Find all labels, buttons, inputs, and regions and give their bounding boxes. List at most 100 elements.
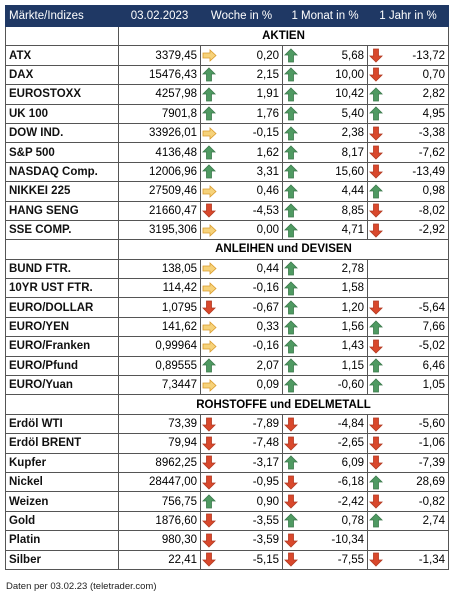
arrow-shape <box>202 87 217 102</box>
arrow-shape <box>369 203 384 218</box>
week-change: -0,15 <box>218 122 283 144</box>
trend-arrow-down <box>284 533 299 548</box>
header-cell: 1 Monat in % <box>282 5 368 27</box>
trend-arrow-up <box>284 223 299 237</box>
month-change: -0,60 <box>300 375 368 396</box>
week-change: 1,76 <box>218 103 283 124</box>
market-table: Märkte/Indizes 03.02.2023 Woche in % 1 M… <box>5 5 449 570</box>
arrow-cell <box>367 258 386 280</box>
arrow-shape <box>202 145 217 160</box>
trend-arrow-up <box>284 339 299 354</box>
year-change: 0,98 <box>385 181 449 202</box>
price: 141,62 <box>118 316 201 338</box>
trend-arrow-up <box>284 184 299 199</box>
arrow-cell <box>367 549 386 570</box>
arrow-cell <box>282 45 301 66</box>
week-change: -3,55 <box>218 510 283 532</box>
arrow-cell <box>200 64 219 86</box>
arrow-cell <box>282 64 301 86</box>
arrow-cell <box>282 84 301 105</box>
data-row: Weizen 756,75 0,90 -2,42 -0,82 <box>5 491 449 512</box>
arrow-shape <box>284 552 299 567</box>
month-change: -4,84 <box>300 413 368 435</box>
arrow-shape <box>284 300 299 315</box>
month-change: 8,17 <box>300 142 368 163</box>
arrow-shape <box>202 455 217 470</box>
price: 114,42 <box>118 278 201 299</box>
arrow-shape <box>202 340 217 353</box>
price: 21660,47 <box>118 200 201 221</box>
trend-arrow-up <box>284 300 299 315</box>
arrow-shape <box>369 339 384 354</box>
week-change: 1,91 <box>218 84 283 105</box>
arrow-cell <box>200 200 219 221</box>
arrow-shape <box>369 455 384 470</box>
trend-arrow-up <box>369 87 384 102</box>
section-row: AKTIEN <box>5 25 449 47</box>
arrow-cell <box>367 219 386 241</box>
month-change: -10,34 <box>300 530 368 551</box>
trend-arrow-down <box>284 552 299 567</box>
price: 7901,8 <box>118 103 201 124</box>
arrow-shape <box>369 475 384 490</box>
trend-arrow-down <box>202 417 217 432</box>
arrow-cell <box>282 433 301 454</box>
price: 4136,48 <box>118 142 201 163</box>
price: 8962,25 <box>118 452 201 473</box>
arrow-cell <box>200 549 219 570</box>
arrow-cell <box>367 413 386 435</box>
arrow-shape <box>369 184 384 199</box>
arrow-shape <box>202 320 217 334</box>
data-row: EURO/DOLLAR 1,0795 -0,67 1,20 -5,64 <box>5 297 449 318</box>
trend-arrow-right <box>202 262 217 276</box>
arrow-cell <box>367 122 386 144</box>
trend-arrow-down <box>369 300 384 315</box>
year-change: -1,06 <box>385 433 449 454</box>
week-change: -7,89 <box>218 413 283 435</box>
year-change: -2,92 <box>385 219 449 241</box>
week-change: -5,15 <box>218 549 283 570</box>
trend-arrow-down <box>369 68 384 83</box>
month-change: 15,60 <box>300 161 368 183</box>
trend-arrow-up <box>369 358 384 373</box>
arrow-shape <box>202 417 217 432</box>
arrow-cell <box>367 510 386 532</box>
month-change: 4,44 <box>300 181 368 202</box>
arrow-shape <box>284 475 299 490</box>
price: 79,94 <box>118 433 201 454</box>
year-change <box>385 258 449 280</box>
arrow-cell <box>282 103 301 124</box>
instrument-name: UK 100 <box>5 103 119 124</box>
trend-arrow-up <box>284 378 299 393</box>
arrow-cell <box>200 471 219 493</box>
price: 33926,01 <box>118 122 201 144</box>
arrow-shape <box>284 455 299 470</box>
trend-arrow-up <box>284 106 299 121</box>
instrument-name: Kupfer <box>5 452 119 473</box>
month-change: 6,09 <box>300 452 368 473</box>
arrow-cell <box>367 336 386 357</box>
arrow-shape <box>202 106 217 121</box>
arrow-shape <box>284 513 299 528</box>
week-change: 2,15 <box>218 64 283 86</box>
trend-arrow-down <box>369 145 384 160</box>
year-change: -7,39 <box>385 452 449 473</box>
data-row: UK 100 7901,8 1,76 5,40 4,95 <box>5 103 449 124</box>
arrow-cell <box>200 355 219 377</box>
arrow-shape <box>284 261 299 276</box>
arrow-shape <box>202 49 217 62</box>
arrow-shape <box>202 223 217 237</box>
section-title: AKTIEN <box>118 25 449 47</box>
trend-arrow-up <box>284 358 299 373</box>
week-change: 0,09 <box>218 375 283 396</box>
price: 980,30 <box>118 530 201 551</box>
data-row: Gold 1876,60 -3,55 0,78 2,74 <box>5 510 449 532</box>
instrument-name: 10YR UST FTR. <box>5 278 119 299</box>
arrow-shape <box>202 184 217 198</box>
trend-arrow-down <box>202 436 217 451</box>
arrow-cell <box>282 413 301 435</box>
trend-arrow-up <box>202 358 217 373</box>
year-change: 1,05 <box>385 375 449 396</box>
week-change: -0,67 <box>218 297 283 318</box>
trend-arrow-up <box>284 67 299 82</box>
